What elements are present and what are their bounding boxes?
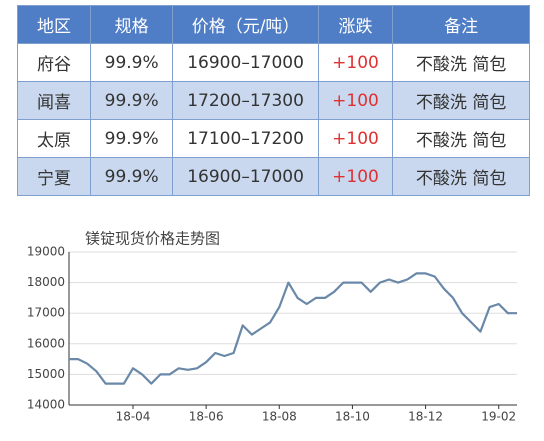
x-tick-label: 18-10 bbox=[335, 410, 370, 424]
x-tick-label: 18-08 bbox=[262, 410, 297, 424]
table-row: 府谷 99.9% 16900–17000 +100 不酸洗 简包 bbox=[17, 43, 530, 82]
table-cell: 不酸洗 简包 bbox=[392, 157, 530, 196]
y-tick-label: 18000 bbox=[27, 275, 65, 289]
header-cell: 涨跌 bbox=[317, 5, 394, 44]
header-cell: 价格（元/吨） bbox=[172, 5, 319, 44]
y-tick-label: 19000 bbox=[27, 245, 65, 259]
table-cell: 闻喜 bbox=[17, 81, 91, 120]
price-table: 地区 规格 价格（元/吨） 涨跌 备注 府谷 99.9% 16900–17000 +100 不酸洗… bbox=[17, 5, 530, 196]
table-row: 闻喜 99.9% 17200–17300 +100 不酸洗 简包 bbox=[17, 81, 530, 120]
y-tick-label: 16000 bbox=[27, 336, 65, 350]
table-cell: 99.9% bbox=[89, 157, 174, 196]
table-cell: 不酸洗 简包 bbox=[392, 81, 530, 120]
x-tick-label: 19-02 bbox=[481, 410, 516, 424]
x-tick-label: 18-04 bbox=[116, 410, 151, 424]
table-cell: 不酸洗 简包 bbox=[392, 43, 530, 82]
table-cell: +100 bbox=[317, 43, 394, 82]
table-cell: 宁夏 bbox=[17, 157, 91, 196]
y-tick-label: 14000 bbox=[27, 398, 65, 412]
table-cell: 99.9% bbox=[89, 81, 174, 120]
table-cell: 17100–17200 bbox=[172, 119, 319, 158]
x-tick-label: 18-12 bbox=[408, 410, 443, 424]
header-cell: 地区 bbox=[17, 5, 91, 44]
table-cell: 17200–17300 bbox=[172, 81, 319, 120]
table-row: 太原 99.9% 17100–17200 +100 不酸洗 简包 bbox=[17, 119, 530, 158]
price-line bbox=[69, 272, 517, 385]
table-row: 宁夏 99.9% 16900–17000 +100 不酸洗 简包 bbox=[17, 157, 530, 196]
x-tick-label: 18-06 bbox=[189, 410, 224, 424]
table-cell: +100 bbox=[317, 157, 394, 196]
table-cell: +100 bbox=[317, 119, 394, 158]
header-cell: 备注 bbox=[392, 5, 530, 44]
table-row: 地区 规格 价格（元/吨） 涨跌 备注 bbox=[17, 5, 530, 44]
table-cell: 太原 bbox=[17, 119, 91, 158]
y-tick-label: 17000 bbox=[27, 306, 65, 320]
header-cell: 规格 bbox=[89, 5, 174, 44]
chart: 镁锭现货价格走势图 14000 15000 16000 17000 18000 19000… bbox=[27, 230, 517, 424]
table-cell: 16900–17000 bbox=[172, 157, 319, 196]
table-cell: +100 bbox=[317, 81, 394, 120]
table-cell: 99.9% bbox=[89, 119, 174, 158]
table-cell: 不酸洗 简包 bbox=[392, 119, 530, 158]
table-cell: 16900–17000 bbox=[172, 43, 319, 82]
table-cell: 99.9% bbox=[89, 43, 174, 82]
chart-title: 镁锭现货价格走势图 bbox=[85, 230, 220, 248]
y-tick-label: 15000 bbox=[27, 367, 65, 381]
table-cell: 府谷 bbox=[17, 43, 91, 82]
